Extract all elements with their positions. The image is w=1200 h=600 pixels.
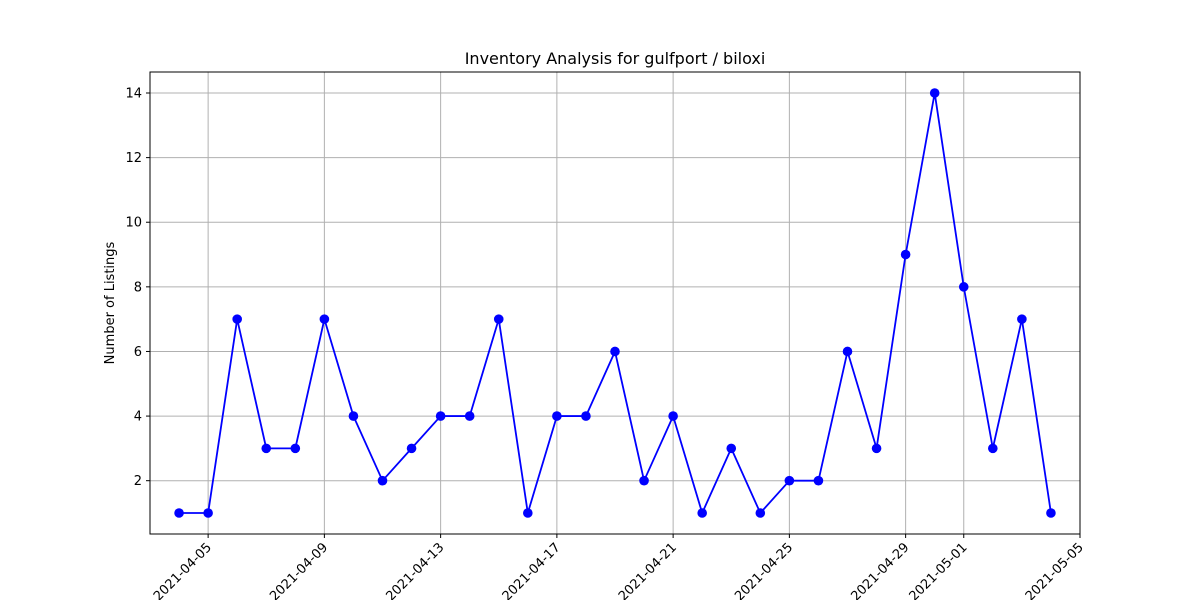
- y-axis-label: Number of Listings: [103, 241, 118, 364]
- data-point: [668, 411, 678, 421]
- data-point: [900, 249, 911, 260]
- y-tick-label: 6: [134, 345, 142, 360]
- data-point: [1046, 508, 1056, 518]
- data-point: [784, 475, 795, 486]
- data-point: [610, 346, 620, 357]
- plot-frame: [149, 71, 1081, 535]
- series-line: [179, 92, 1052, 514]
- data-point: [406, 443, 417, 454]
- data-point: [697, 508, 707, 518]
- data-point: [493, 314, 504, 324]
- data-point: [377, 475, 388, 486]
- data-point: [726, 443, 737, 454]
- data-point: [929, 88, 940, 98]
- y-tick-label: 4: [134, 410, 142, 425]
- data-point: [203, 508, 213, 518]
- data-point: [958, 282, 969, 292]
- chart-title: Inventory Analysis for gulfport / biloxi: [465, 49, 766, 68]
- x-tick-label: 2021-05-01: [907, 540, 971, 600]
- data-point: [988, 443, 998, 454]
- data-point: [581, 411, 591, 421]
- data-point: [261, 443, 272, 454]
- grid: [150, 72, 1081, 534]
- ticks: 2021-04-05 2021-04-09 2021-04-13 2021-04-17…: [125, 87, 1086, 600]
- x-tick-label: 2021-04-17: [500, 540, 564, 600]
- data-point: [174, 508, 184, 518]
- data-point: [523, 508, 533, 518]
- data-point: [842, 346, 853, 357]
- y-tick-label: 10: [125, 216, 142, 231]
- x-tick-label: 2021-04-29: [848, 540, 912, 600]
- y-tick-label: 8: [134, 280, 142, 295]
- data-point: [755, 508, 766, 518]
- data-point: [290, 443, 301, 454]
- y-tick-label: 14: [125, 87, 142, 102]
- x-tick-label: 2021-04-21: [616, 540, 680, 600]
- data-point: [639, 475, 649, 486]
- y-tick-label: 12: [125, 151, 142, 166]
- data-point: [348, 411, 359, 421]
- data-point: [1017, 314, 1027, 324]
- x-tick-label: 2021-04-13: [383, 540, 447, 600]
- data-point: [319, 314, 330, 324]
- x-tick-label: 2021-05-05: [1023, 540, 1087, 600]
- data-point: [464, 411, 475, 421]
- x-tick-label: 2021-04-09: [267, 540, 331, 600]
- data-point: [435, 411, 446, 421]
- data-point: [871, 443, 882, 454]
- series-layer: [174, 88, 1056, 518]
- y-tick-label: 2: [134, 474, 142, 489]
- x-tick-label: 2021-04-25: [732, 540, 796, 600]
- data-point: [552, 411, 562, 421]
- data-point: [232, 314, 242, 324]
- data-point: [813, 475, 824, 486]
- x-tick-label: 2021-04-05: [151, 540, 215, 600]
